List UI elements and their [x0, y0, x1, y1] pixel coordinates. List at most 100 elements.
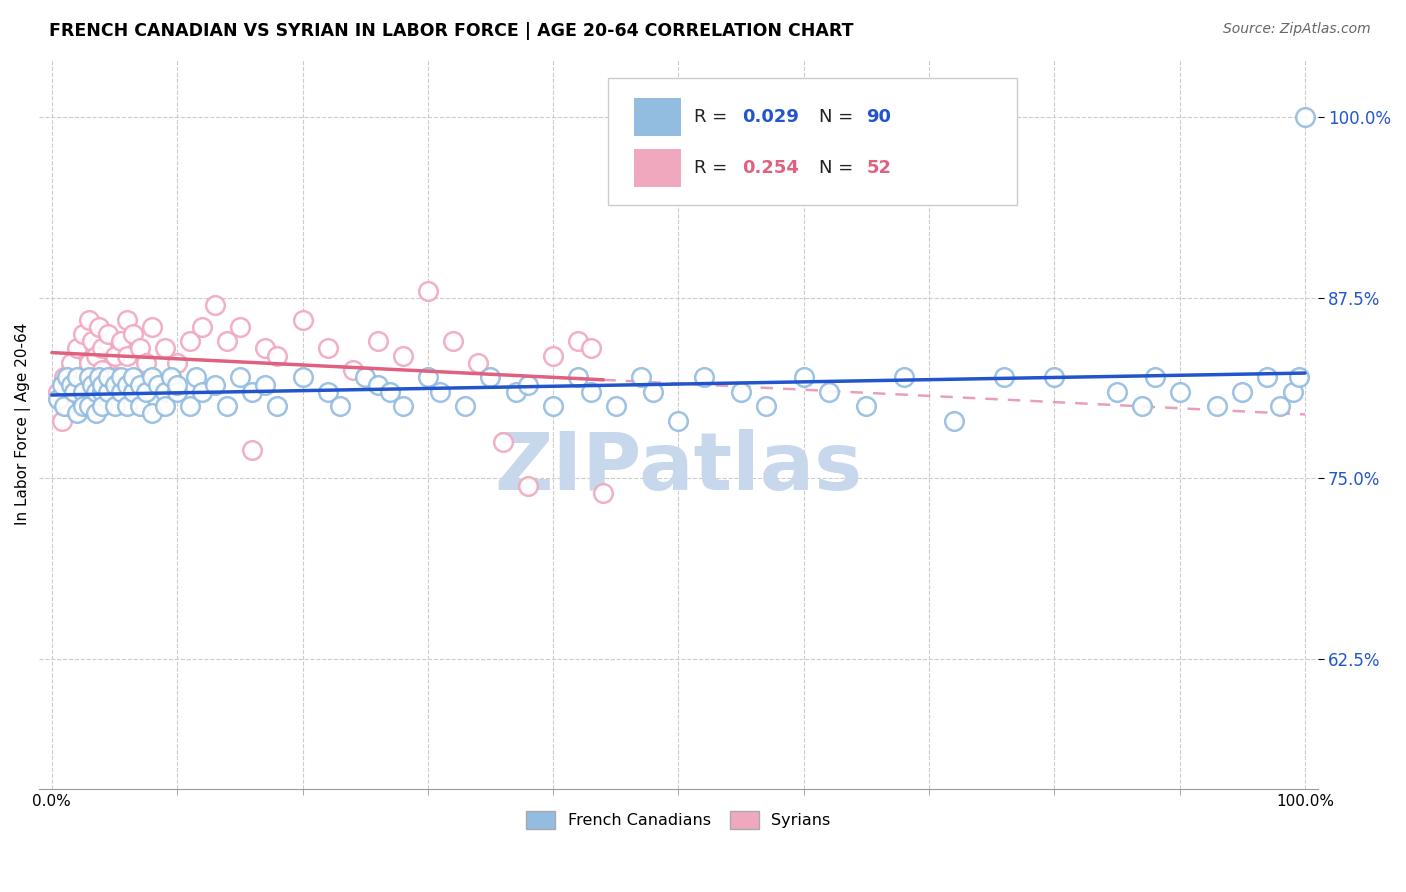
Point	[541, 349, 564, 363]
Point	[668, 414, 690, 428]
Text: N =: N =	[820, 160, 859, 178]
Point	[793, 370, 815, 384]
Text: FRENCH CANADIAN VS SYRIAN IN LABOR FORCE | AGE 20-64 CORRELATION CHART: FRENCH CANADIAN VS SYRIAN IN LABOR FORCE…	[49, 22, 853, 40]
Point	[316, 342, 339, 356]
Point	[166, 377, 188, 392]
Point	[342, 363, 364, 377]
Point	[1043, 370, 1066, 384]
Point	[66, 370, 89, 384]
Point	[517, 478, 540, 492]
Point	[51, 377, 73, 392]
Text: R =: R =	[693, 160, 733, 178]
Point	[204, 377, 226, 392]
Point	[110, 334, 132, 349]
Point	[253, 342, 276, 356]
Point	[692, 370, 714, 384]
FancyBboxPatch shape	[634, 98, 681, 136]
Point	[91, 384, 114, 399]
Point	[103, 399, 125, 413]
Point	[56, 399, 79, 413]
Point	[122, 370, 145, 384]
Point	[115, 312, 138, 326]
Point	[153, 342, 176, 356]
Point	[818, 384, 841, 399]
Point	[110, 370, 132, 384]
FancyBboxPatch shape	[609, 78, 1017, 205]
Point	[416, 284, 439, 298]
Point	[148, 377, 170, 392]
Point	[1232, 384, 1254, 399]
Point	[63, 377, 86, 392]
Point	[115, 399, 138, 413]
Point	[229, 319, 252, 334]
Point	[517, 377, 540, 392]
Point	[579, 384, 602, 399]
Point	[1268, 399, 1291, 413]
Point	[441, 334, 464, 349]
Point	[191, 319, 214, 334]
Point	[91, 377, 114, 392]
Point	[291, 312, 314, 326]
Point	[79, 356, 101, 370]
Point	[46, 384, 69, 399]
Point	[66, 399, 89, 413]
Text: 0.254: 0.254	[742, 160, 799, 178]
Point	[166, 356, 188, 370]
FancyBboxPatch shape	[634, 149, 681, 187]
Point	[84, 384, 107, 399]
Point	[80, 377, 103, 392]
Point	[1281, 384, 1303, 399]
Point	[135, 356, 157, 370]
Text: 0.029: 0.029	[742, 108, 799, 126]
Point	[567, 334, 589, 349]
Point	[1130, 399, 1153, 413]
Text: R =: R =	[693, 108, 733, 126]
Point	[115, 377, 138, 392]
Point	[141, 370, 163, 384]
Point	[204, 298, 226, 312]
Point	[893, 370, 915, 384]
Text: N =: N =	[820, 108, 859, 126]
Point	[72, 399, 94, 413]
Point	[59, 356, 82, 370]
Point	[46, 392, 69, 406]
Point	[1294, 111, 1316, 125]
Point	[367, 334, 389, 349]
Point	[1107, 384, 1129, 399]
Text: 52: 52	[866, 160, 891, 178]
Point	[755, 399, 778, 413]
Point	[855, 399, 877, 413]
Point	[135, 384, 157, 399]
Point	[429, 384, 451, 399]
Text: Source: ZipAtlas.com: Source: ZipAtlas.com	[1223, 22, 1371, 37]
Point	[141, 319, 163, 334]
Point	[160, 370, 183, 384]
Point	[141, 406, 163, 420]
Point	[84, 349, 107, 363]
Point	[367, 377, 389, 392]
Point	[567, 370, 589, 384]
Point	[479, 370, 502, 384]
Point	[97, 370, 120, 384]
Point	[66, 406, 89, 420]
Point	[79, 399, 101, 413]
Point	[1168, 384, 1191, 399]
Point	[91, 363, 114, 377]
Point	[191, 384, 214, 399]
Point	[72, 326, 94, 341]
Point	[541, 399, 564, 413]
Point	[240, 442, 263, 457]
Point	[240, 384, 263, 399]
Point	[492, 435, 515, 450]
Point	[730, 384, 752, 399]
Text: 90: 90	[866, 108, 891, 126]
Point	[1206, 399, 1229, 413]
Y-axis label: In Labor Force | Age 20-64: In Labor Force | Age 20-64	[15, 323, 31, 525]
Point	[391, 399, 413, 413]
Point	[97, 326, 120, 341]
Point	[505, 384, 527, 399]
Point	[943, 414, 966, 428]
Point	[329, 399, 352, 413]
Point	[217, 399, 239, 413]
Point	[153, 384, 176, 399]
